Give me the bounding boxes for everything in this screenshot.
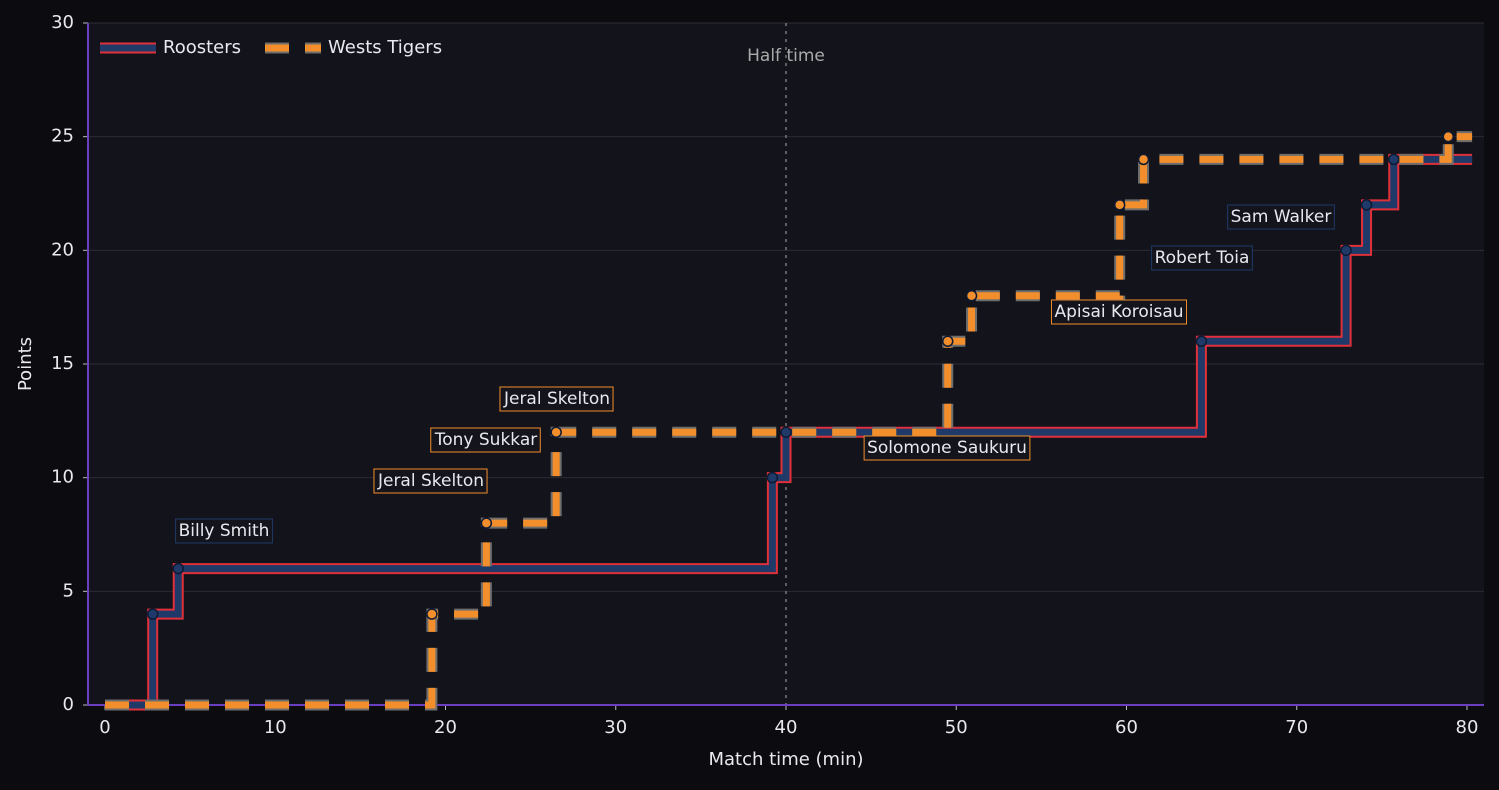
y-tick-label: 0 [63, 694, 74, 715]
score-marker [480, 517, 493, 529]
score-marker [1360, 199, 1373, 211]
x-axis-label: Match time (min) [708, 749, 863, 770]
score-marker [1137, 153, 1150, 166]
y-tick-label: 30 [51, 12, 74, 33]
score-marker [941, 335, 954, 348]
x-tick-label: 80 [1456, 717, 1479, 738]
x-tick-label: 60 [1115, 717, 1138, 738]
annotation-text: Jeral Skelton [377, 471, 484, 491]
legend-label: Wests Tigers [328, 37, 442, 58]
annotation-text: Solomone Saukuru [867, 438, 1027, 458]
score-marker [766, 471, 779, 484]
annotation: Jeral Skelton [499, 386, 614, 412]
score-marker [426, 608, 438, 620]
annotation-box [430, 427, 541, 453]
annotation: Robert Toia [1151, 245, 1253, 271]
annotation-text: Robert Toia [1155, 248, 1250, 268]
annotation-text: Sam Walker [1231, 207, 1332, 227]
x-tick-label: 50 [945, 717, 968, 738]
y-tick-label: 10 [51, 467, 74, 488]
annotation-text: Apisai Koroisau [1054, 302, 1183, 322]
x-tick-label: 20 [434, 717, 457, 738]
x-tick-label: 0 [99, 717, 110, 738]
annotation-box [1050, 299, 1188, 325]
x-tick-label: 40 [775, 717, 798, 738]
annotation: Apisai Koroisau [1050, 299, 1188, 325]
score-marker [965, 290, 978, 302]
annotation: Tony Sukkar [430, 427, 541, 453]
annotation-box [863, 435, 1031, 461]
x-tick-label: 30 [604, 717, 627, 738]
annotation-box [373, 468, 488, 494]
half-time-label: Half time [747, 46, 825, 66]
annotation-box [1227, 204, 1335, 230]
score-marker [1388, 153, 1400, 166]
y-tick-label: 20 [51, 239, 74, 260]
score-marker [1442, 130, 1454, 143]
annotation-text: Tony Sukkar [434, 430, 538, 450]
score-marker [1340, 244, 1352, 257]
legend-label: Roosters [163, 37, 241, 58]
annotation: Sam Walker [1227, 204, 1335, 230]
score-marker [172, 562, 184, 575]
annotation-box [499, 386, 614, 412]
series-line [105, 133, 1473, 709]
score-marker [146, 608, 159, 620]
y-tick-label: 15 [51, 353, 74, 374]
score-marker [1113, 199, 1126, 211]
score-marker [550, 426, 562, 438]
y-axis-label: Points [15, 337, 36, 391]
y-tick-label: 25 [51, 126, 74, 147]
y-tick-label: 5 [63, 580, 74, 601]
annotation-box [175, 518, 273, 544]
annotation-text: Jeral Skelton [503, 389, 610, 409]
annotation-box [1151, 245, 1253, 271]
x-tick-label: 10 [264, 717, 287, 738]
score-marker [780, 426, 792, 438]
annotation: Billy Smith [175, 518, 273, 544]
x-tick-label: 70 [1285, 717, 1308, 738]
score-marker [1195, 335, 1208, 348]
annotation: Solomone Saukuru [863, 435, 1031, 461]
annotation: Jeral Skelton [373, 468, 488, 494]
annotation-text: Billy Smith [179, 521, 270, 541]
